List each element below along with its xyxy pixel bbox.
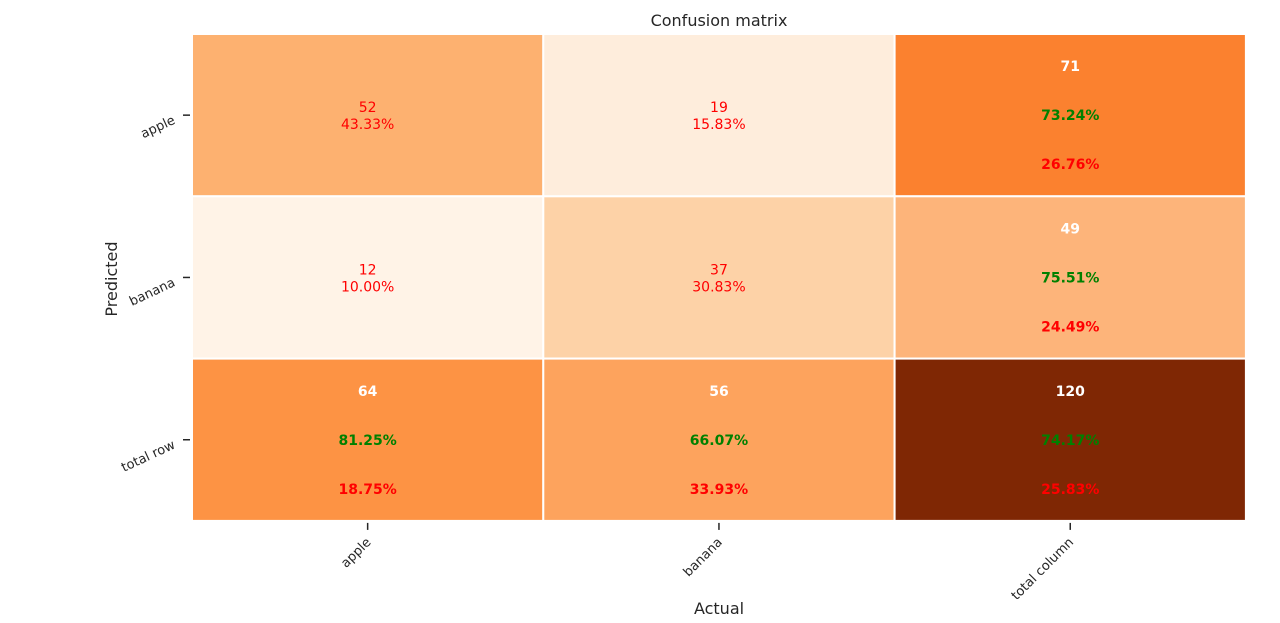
cell-background xyxy=(893,33,1247,198)
cell-background xyxy=(893,357,1247,522)
y-tick-label: apple xyxy=(139,113,178,142)
cell-label: 66.07% xyxy=(690,433,748,449)
cell-label: 19 xyxy=(710,100,728,116)
cell-background xyxy=(542,33,896,198)
heatmap-cell-r2-c0: 64 81.25% 18.75% xyxy=(191,357,545,522)
heatmap-cell-r0-c2: 71 73.24% 26.76% xyxy=(893,33,1247,198)
cell-label: 73.24% xyxy=(1041,108,1099,124)
x-tick-label: banana xyxy=(681,535,726,580)
cell-label: 81.25% xyxy=(338,433,396,449)
cell-label: 56 xyxy=(709,384,728,400)
cell-background xyxy=(191,357,545,522)
heatmap-cell-r2-c2: 120 74.17% 25.83% xyxy=(893,357,1247,522)
cell-background xyxy=(542,357,896,522)
cell-label: 120 xyxy=(1056,384,1085,400)
cell-label: 49 xyxy=(1061,221,1080,237)
x-axis-label: Actual xyxy=(694,599,744,618)
y-axis-ticks: apple banana total row xyxy=(119,113,190,476)
cell-label: 52 xyxy=(359,100,377,116)
cell-label: 25.83% xyxy=(1041,482,1099,498)
cell-label: 71 xyxy=(1061,59,1080,75)
heatmap-cell-r1-c2: 49 75.51% 24.49% xyxy=(893,195,1247,360)
y-tick-label: total row xyxy=(119,438,178,476)
cell-label: 37 xyxy=(710,262,728,278)
cell-label: 30.83% xyxy=(692,279,745,295)
cell-label: 24.49% xyxy=(1041,319,1099,335)
cell-label: 75.51% xyxy=(1041,270,1099,286)
cell-label: 12 xyxy=(359,262,377,278)
cell-label: 10.00% xyxy=(341,279,394,295)
cell-background xyxy=(893,195,1247,360)
x-tick-label: total column xyxy=(1009,535,1077,603)
y-axis-label: Predicted xyxy=(102,241,121,316)
cell-label: 33.93% xyxy=(690,482,748,498)
chart-title: Confusion matrix xyxy=(651,11,788,30)
cell-label: 26.76% xyxy=(1041,157,1099,173)
cell-label: 43.33% xyxy=(341,117,394,133)
x-tick-label: apple xyxy=(338,535,374,571)
cell-background xyxy=(542,195,896,360)
x-axis-ticks: apple banana total column xyxy=(338,522,1077,604)
heatmap-cells: 5243.33%1915.83%7173.24%26.76%1210.00%37… xyxy=(191,33,1247,522)
cell-label: 64 xyxy=(358,384,378,400)
heatmap-cell-r2-c1: 56 66.07% 33.93% xyxy=(542,357,896,522)
cell-label: 15.83% xyxy=(692,117,745,133)
cell-label: 74.17% xyxy=(1041,433,1099,449)
cell-label: 18.75% xyxy=(338,482,396,498)
cell-background xyxy=(191,33,545,198)
cell-background xyxy=(191,195,545,360)
y-tick-label: banana xyxy=(127,275,177,309)
